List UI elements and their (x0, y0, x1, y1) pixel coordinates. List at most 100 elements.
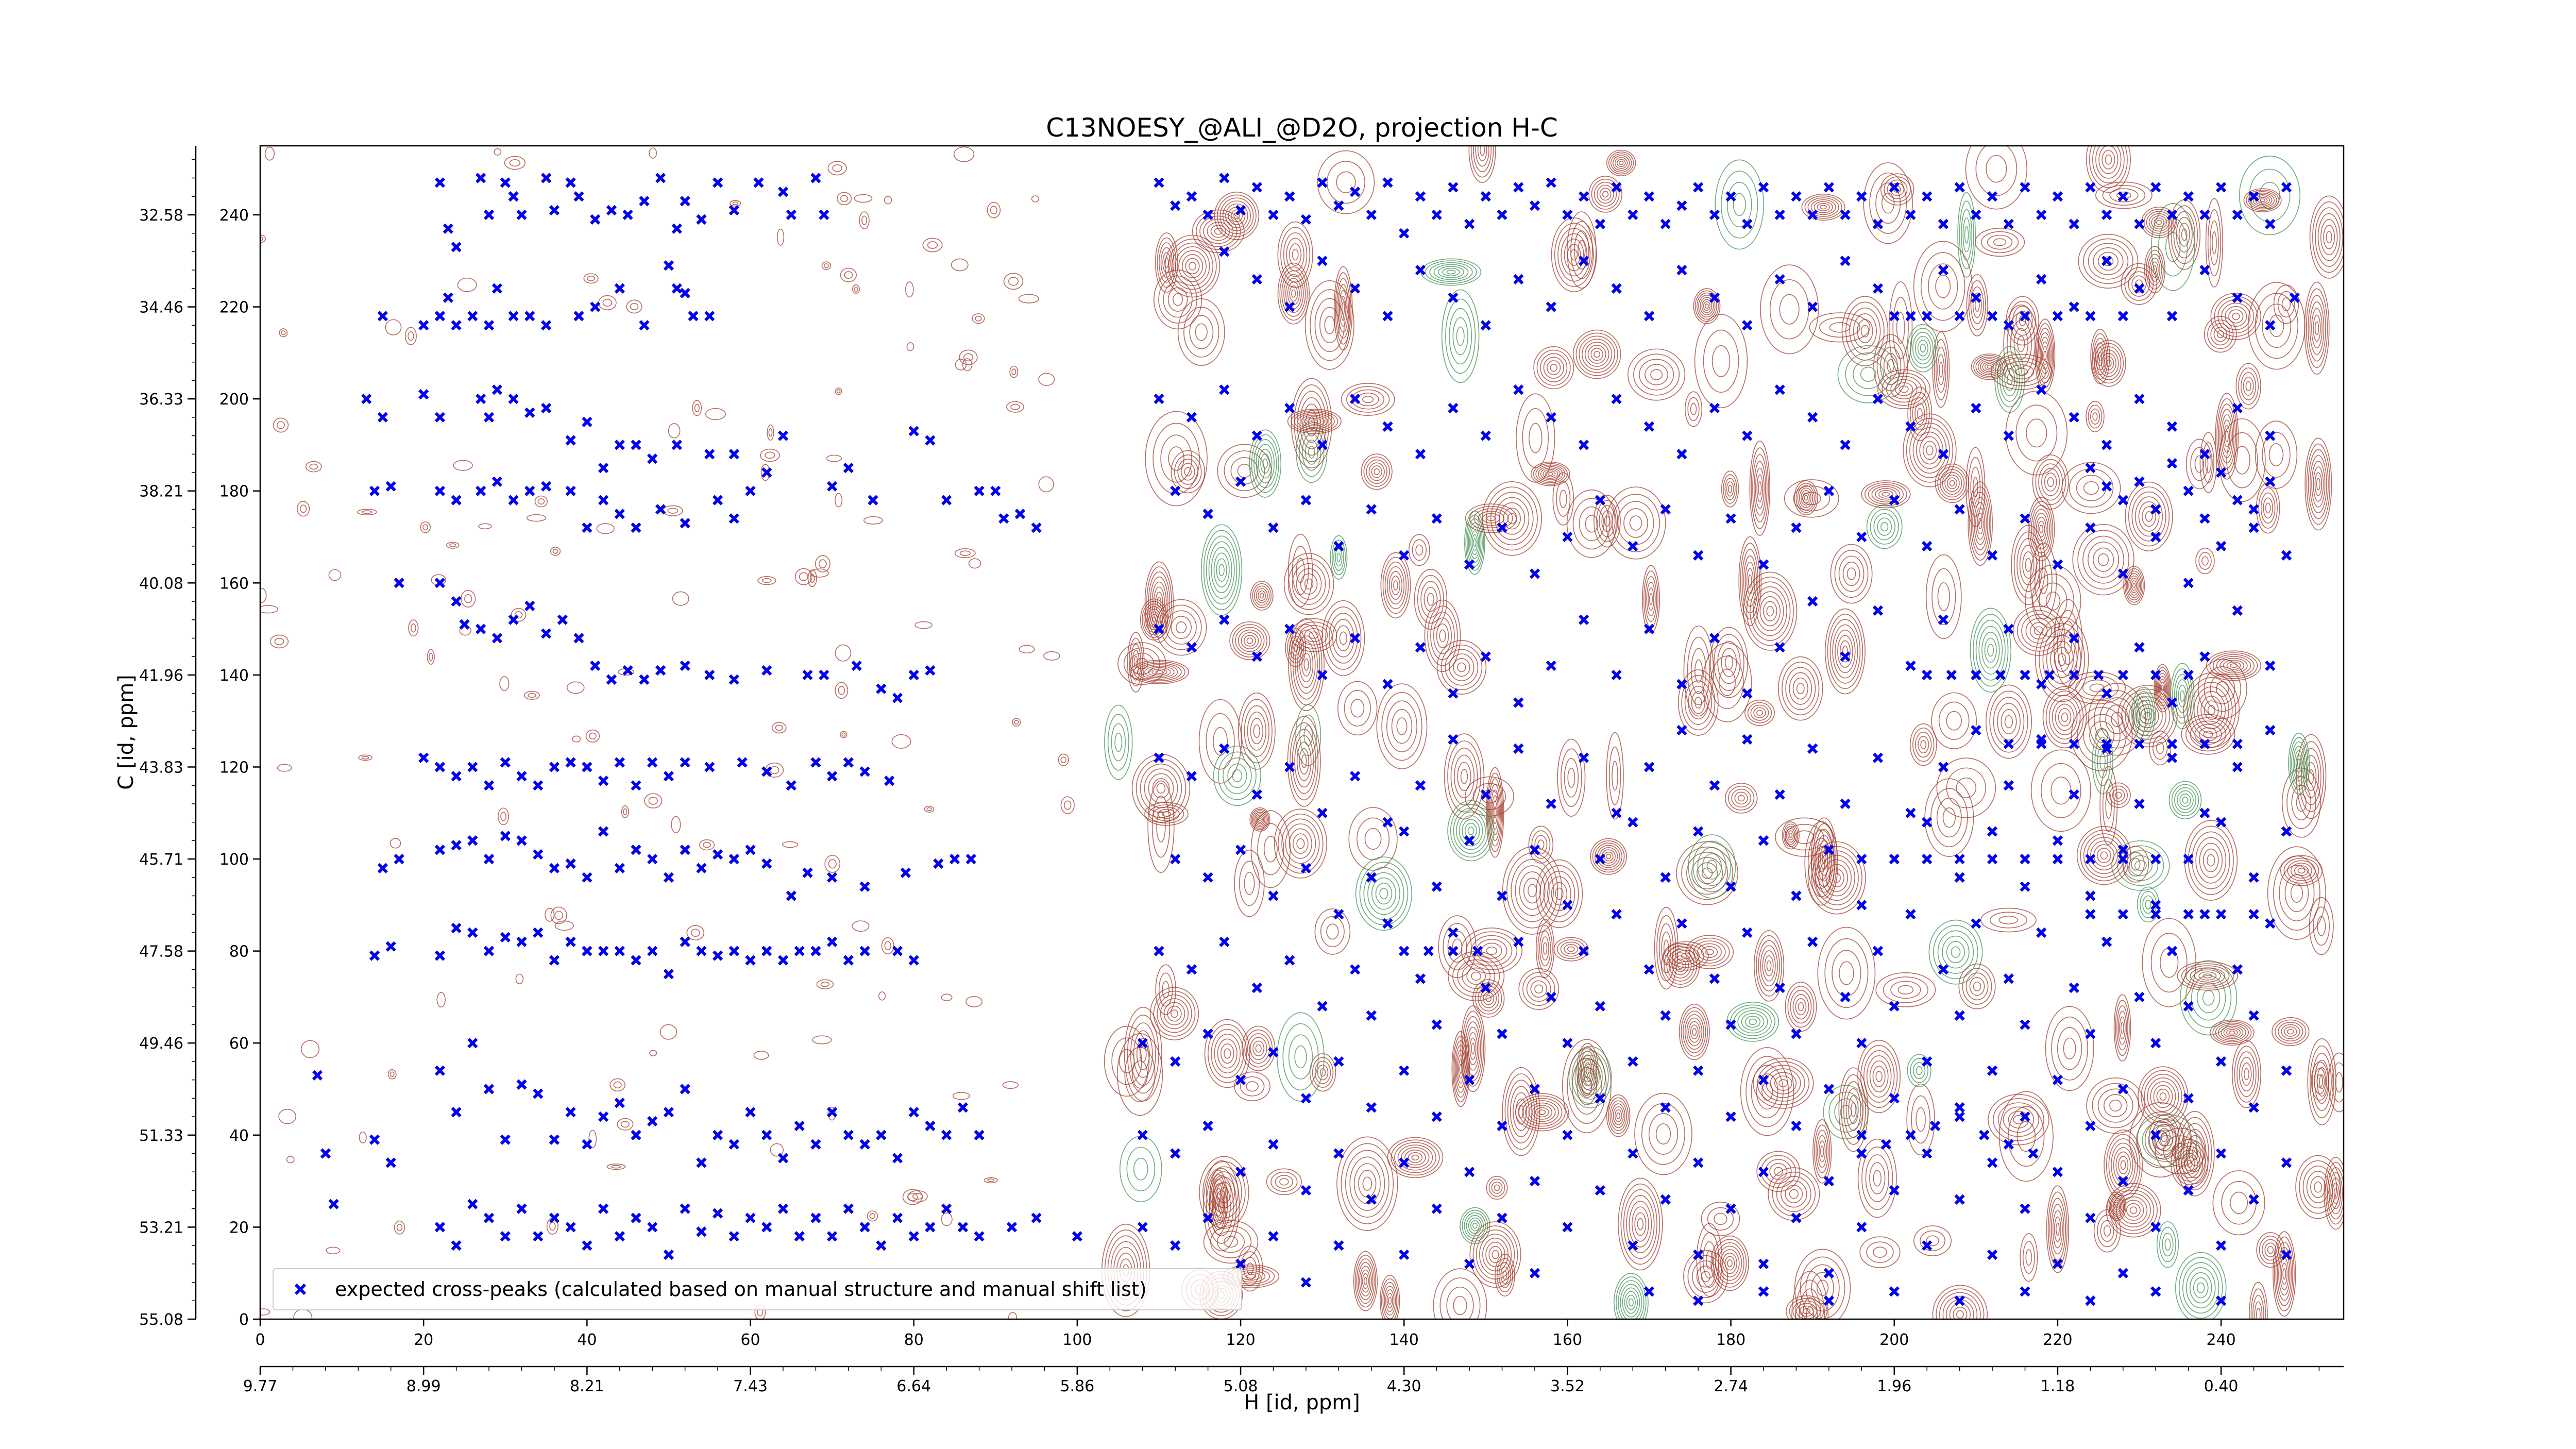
cross-peak (2265, 660, 2276, 671)
contour-peak (606, 1164, 626, 1170)
cross-peak (2199, 513, 2210, 524)
contour-peak (2168, 781, 2202, 820)
cross-peak (2166, 421, 2178, 432)
cross-peak (2248, 1010, 2259, 1021)
cross-peak (614, 283, 625, 294)
cross-peak (1448, 402, 1459, 414)
cross-peak (418, 752, 429, 763)
contour-peak (767, 424, 774, 441)
contour-peak (278, 1108, 297, 1124)
cross-peak (516, 835, 527, 846)
cross-peak (1823, 1084, 1835, 1094)
cross-peak (2215, 1056, 2227, 1067)
cross-peak (2281, 1065, 2292, 1076)
cross-peak (1251, 274, 1262, 285)
cross-peak (565, 757, 576, 768)
cross-peak (1840, 209, 1851, 221)
cross-peak (2044, 669, 2055, 681)
cross-peak (1954, 853, 1965, 865)
cross-peak (312, 1070, 323, 1081)
contour-peak (2288, 732, 2310, 795)
cross-peak (1423, 946, 1434, 956)
cross-peak (483, 1212, 495, 1223)
cross-peak (631, 955, 641, 966)
cross-peak (1186, 191, 1197, 202)
cross-peak (631, 440, 641, 450)
cross-peak (892, 693, 903, 703)
contour-peak (1200, 524, 1243, 616)
cross-peak (1676, 724, 1687, 736)
cross-peak (1938, 264, 1949, 276)
cross-peak (2248, 872, 2259, 883)
contour-peak (2042, 686, 2087, 749)
cross-peak (1823, 1175, 1835, 1187)
cross-peak (1448, 292, 1459, 303)
cross-peak (974, 485, 985, 496)
cross-peak (451, 242, 462, 252)
cross-peak (2134, 393, 2145, 405)
contour-peak (609, 1078, 625, 1092)
cross-peak (598, 826, 609, 837)
cross-peak (1791, 1029, 1802, 1039)
cross-peak (1872, 218, 1884, 229)
cross-peak (1031, 1212, 1042, 1223)
cross-peak (533, 927, 544, 938)
cross-peak (728, 205, 739, 216)
cross-peak (516, 1079, 527, 1090)
cross-peak (2085, 853, 2096, 865)
cross-peak (1333, 200, 1344, 211)
cross-peak (2069, 669, 2079, 681)
contour-peak (2177, 961, 2239, 991)
cross-peak (2265, 320, 2276, 331)
cross-peak (859, 1139, 870, 1150)
cross-peak (2150, 1286, 2161, 1297)
cross-peak (1774, 209, 1785, 221)
cross-peak (500, 1134, 511, 1145)
cross-peak (745, 1107, 756, 1118)
contour-peak (649, 147, 657, 159)
cross-peak (868, 495, 878, 506)
contour-peak (671, 816, 681, 834)
contour-peak (2072, 524, 2134, 596)
cross-peak (483, 412, 495, 423)
contour-peak (2086, 400, 2105, 432)
cross-peak (549, 205, 560, 216)
contour-peak (596, 523, 615, 534)
cross-peak (582, 1240, 592, 1251)
cross-peak (1628, 817, 1638, 828)
cross-peak (476, 624, 486, 634)
cross-peak (647, 757, 658, 768)
cross-peak (2183, 578, 2194, 588)
cross-peak (533, 1088, 544, 1099)
cross-peak (2117, 495, 2128, 506)
cross-peak (843, 757, 854, 768)
cross-peak (2101, 738, 2112, 749)
cross-peak (761, 1130, 772, 1140)
contour-peak (1408, 534, 1430, 566)
contour-peak (1743, 571, 1798, 651)
contour-peak (358, 754, 372, 761)
cross-peak (492, 633, 503, 644)
cross-peak (1333, 541, 1344, 552)
contour-peak (878, 991, 886, 1001)
cross-peak (443, 292, 453, 303)
cross-peak (590, 214, 601, 225)
cross-peak (2020, 669, 2030, 681)
contour-peak (705, 408, 726, 420)
cross-peak (949, 853, 960, 865)
cross-peak (1758, 182, 1769, 193)
cross-peak (1006, 1222, 1018, 1233)
cross-peak (1954, 182, 1965, 193)
cross-peak (1513, 384, 1524, 395)
cross-peak (1366, 1010, 1377, 1021)
cross-peak (614, 509, 625, 519)
cross-peak (565, 936, 576, 947)
cross-peak (2020, 182, 2030, 193)
cross-peak (1170, 485, 1181, 496)
x-index-tick-label: 160 (1553, 1331, 1582, 1349)
cross-peak (2069, 633, 2079, 644)
cross-peak (1954, 311, 1965, 322)
cross-peak (680, 1203, 690, 1214)
contour-peak (1679, 1003, 1710, 1060)
y-ppm-tick-label: 32.58 (139, 207, 183, 225)
